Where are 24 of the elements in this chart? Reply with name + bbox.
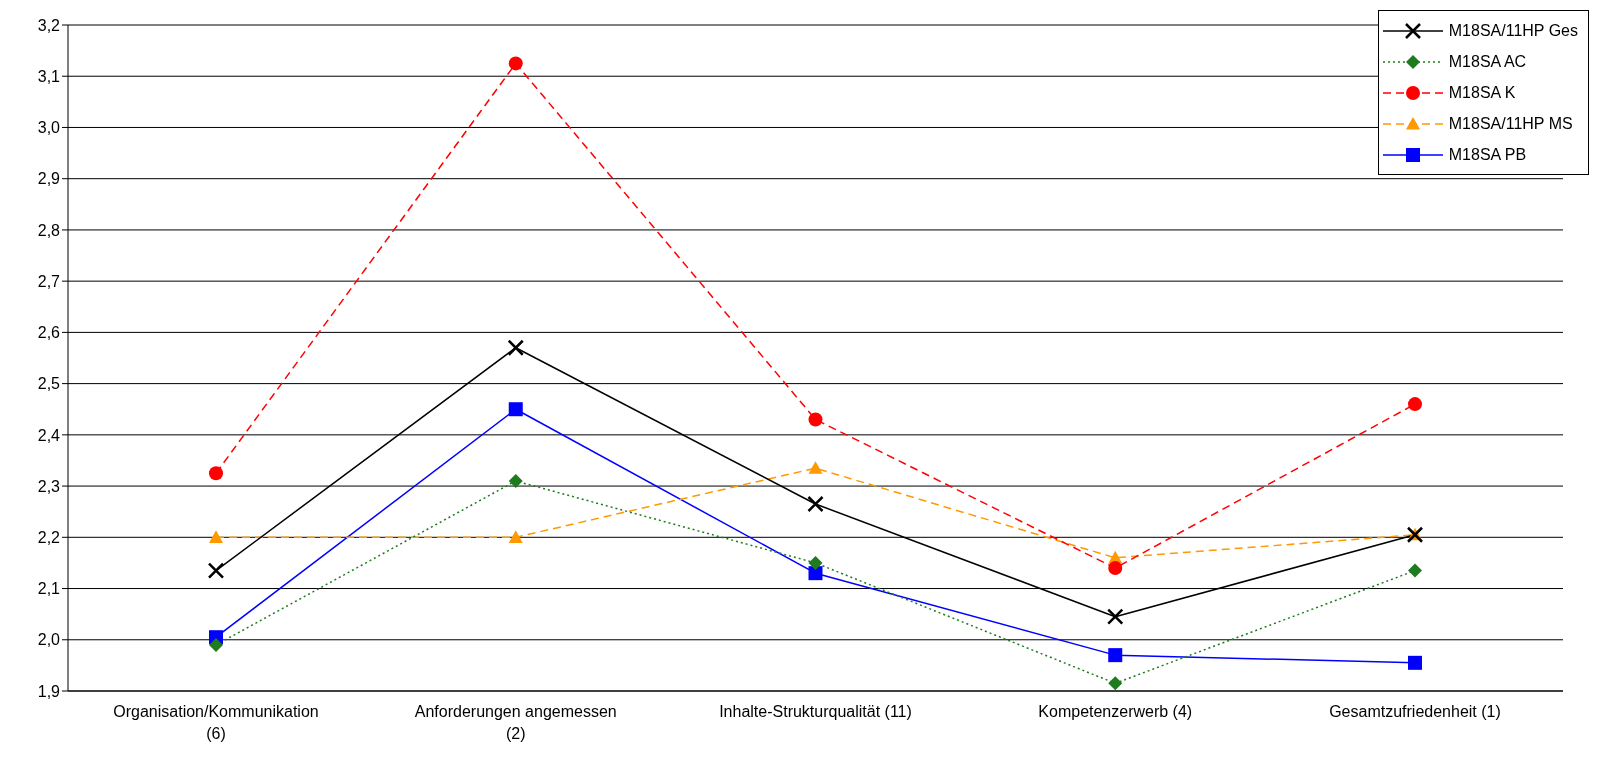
y-tick-label: 2,1 bbox=[37, 580, 61, 598]
legend-label: M18SA AC bbox=[1448, 52, 1527, 71]
y-tick-label: 3,1 bbox=[37, 67, 61, 85]
x-tick-label: Inhalte-Strukturqualität (11) bbox=[719, 703, 912, 720]
y-tick-label: 2,5 bbox=[37, 375, 61, 393]
x-tick-label: Anforderungen angemessen (2) bbox=[414, 703, 617, 742]
y-tick-label: 3,2 bbox=[37, 16, 61, 34]
y-tick-label: 1,9 bbox=[37, 682, 61, 700]
y-tick-label: 2,2 bbox=[37, 528, 61, 546]
y-tick-label: 2,9 bbox=[37, 170, 61, 188]
x-tick-label: Kompetenzerwerb (4) bbox=[1038, 703, 1193, 720]
y-tick-label: 2,6 bbox=[37, 324, 61, 342]
y-tick-label: 2,8 bbox=[37, 221, 61, 239]
y-tick-label: 3,0 bbox=[37, 119, 61, 137]
y-tick-label: 2,7 bbox=[37, 272, 61, 290]
legend-label: M18SA PB bbox=[1448, 145, 1527, 164]
x-tick-label: Organisation/Kommunikation (6) bbox=[113, 703, 319, 742]
x-tick-label: Gesamtzufriedenheit (1) bbox=[1329, 703, 1501, 720]
legend-label: M18SA K bbox=[1448, 83, 1516, 102]
y-tick-label: 2,0 bbox=[37, 631, 61, 649]
legend-label: M18SA/11HP Ges bbox=[1448, 21, 1578, 40]
legend-label: M18SA/11HP MS bbox=[1448, 114, 1573, 133]
y-tick-label: 2,3 bbox=[37, 477, 61, 495]
y-tick-label: 2,4 bbox=[37, 426, 61, 444]
